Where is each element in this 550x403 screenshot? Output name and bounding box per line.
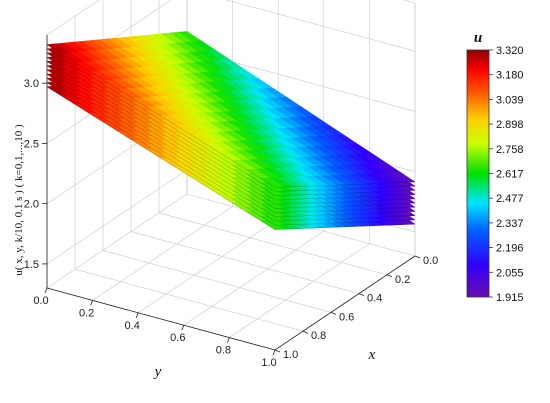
colorbar-tick-label: 2.758 bbox=[496, 144, 524, 156]
colorbar-tick-label: 3.039 bbox=[496, 94, 524, 106]
y-axis-label: y bbox=[153, 364, 162, 380]
colorbar-title: u bbox=[474, 30, 482, 46]
surface-cell bbox=[259, 190, 285, 201]
y-tick-label: 1.0 bbox=[261, 357, 276, 369]
y-tick-label: 0.4 bbox=[125, 320, 140, 332]
colorbar-tick-label: 2.898 bbox=[496, 119, 524, 131]
y-tick-mark bbox=[90, 300, 93, 306]
sheet-edge bbox=[46, 52, 416, 197]
x-floor-grid-line bbox=[130, 231, 360, 294]
y-floor-grid-line bbox=[183, 230, 324, 326]
y-floor-grid-line bbox=[138, 218, 279, 314]
x-tick-mark bbox=[302, 330, 309, 334]
colorbar-tick-label: 3.320 bbox=[496, 45, 524, 57]
surface-cell bbox=[259, 186, 285, 197]
colorbar-tick-label: 2.337 bbox=[496, 218, 524, 230]
sheet-edge bbox=[46, 48, 416, 192]
y-tick-mark bbox=[44, 287, 48, 294]
sheet-edge bbox=[46, 61, 416, 205]
y-floor-grid-line bbox=[229, 243, 370, 338]
x-tick-mark bbox=[358, 293, 365, 296]
x-tick-label: 0.4 bbox=[367, 293, 382, 305]
sheet-edge bbox=[46, 78, 416, 222]
y-tick-label: 0.6 bbox=[170, 332, 185, 344]
y-tick-label: 0.0 bbox=[33, 295, 48, 307]
sheet-edge bbox=[46, 82, 416, 226]
surface-layers bbox=[46, 31, 416, 230]
y-tick-mark bbox=[181, 325, 185, 331]
sheet-edge bbox=[46, 86, 416, 230]
surface-sheet bbox=[46, 31, 416, 188]
sheet-edge bbox=[46, 73, 416, 218]
colorbar-tick-label: 3.180 bbox=[496, 70, 524, 82]
sheet-edge bbox=[46, 57, 416, 201]
surface-cell bbox=[259, 207, 285, 218]
x-tick-label: 0.2 bbox=[395, 274, 410, 286]
z-tick-label: 3.0 bbox=[24, 78, 39, 90]
y-tick-label: 0.2 bbox=[79, 307, 94, 319]
y-tick-mark bbox=[272, 349, 276, 356]
z-tick-label: 2.0 bbox=[24, 199, 39, 211]
colorbar-gradient bbox=[466, 49, 490, 298]
surface-cell bbox=[259, 219, 285, 230]
x-tick-label: 0.8 bbox=[311, 330, 326, 342]
y-tick-mark bbox=[135, 312, 139, 318]
surface-cell bbox=[259, 215, 285, 226]
x-tick-mark bbox=[330, 312, 337, 315]
z-tick-label: 2.5 bbox=[24, 138, 39, 150]
colorbar-tick-label: 2.617 bbox=[496, 169, 524, 181]
floor-front-edge bbox=[46, 255, 416, 351]
colorbar-tick-label: 2.477 bbox=[496, 193, 524, 205]
sheet-edge bbox=[46, 44, 416, 188]
colorbar: u 3.320 3.180 3.039 2.898 2.758 2.617 2.477 2.3… bbox=[466, 30, 524, 304]
x-floor-grid-line bbox=[158, 212, 388, 276]
x-floor-grid-line bbox=[74, 268, 304, 332]
x-tick-label: 0.6 bbox=[339, 311, 354, 323]
x-tick-label: 0.0 bbox=[423, 255, 438, 267]
z-tick-label: 1.5 bbox=[24, 259, 39, 271]
axis-ticks: 1.5 2.0 2.5 3.0 0.0 0.2 0.4 0.6 0.8 1.0 0.0 0.2 0.4 0… bbox=[24, 78, 439, 369]
colorbar-tick-label: 2.055 bbox=[496, 267, 524, 279]
z-axis-label: u( x, y, k/10, 0.1 s ) ( k=0,1,...,10 ) bbox=[13, 124, 25, 276]
x-floor-grid-line bbox=[102, 250, 332, 313]
x-tick-mark bbox=[274, 349, 281, 353]
surface-cell bbox=[259, 203, 285, 213]
x-tick-label: 1.0 bbox=[283, 349, 298, 361]
y-tick-mark bbox=[227, 337, 230, 343]
sheet-edge bbox=[46, 69, 416, 214]
x-axis-label: x bbox=[368, 347, 376, 363]
surface-cell bbox=[259, 198, 285, 209]
surface-cell bbox=[259, 177, 285, 188]
x-tick-mark bbox=[386, 274, 393, 278]
surface-cell bbox=[259, 194, 285, 205]
colorbar-tick-label: 2.196 bbox=[496, 243, 524, 255]
y-floor-grid-line bbox=[92, 206, 233, 301]
x-tick-mark bbox=[414, 255, 421, 259]
colorbar-tick-label: 1.915 bbox=[496, 292, 524, 304]
sheet-edge bbox=[46, 65, 416, 209]
y-tick-label: 0.8 bbox=[216, 345, 231, 357]
y-floor-grid-line bbox=[46, 193, 188, 289]
surface-cell bbox=[259, 182, 285, 192]
surface-cell bbox=[259, 211, 285, 222]
